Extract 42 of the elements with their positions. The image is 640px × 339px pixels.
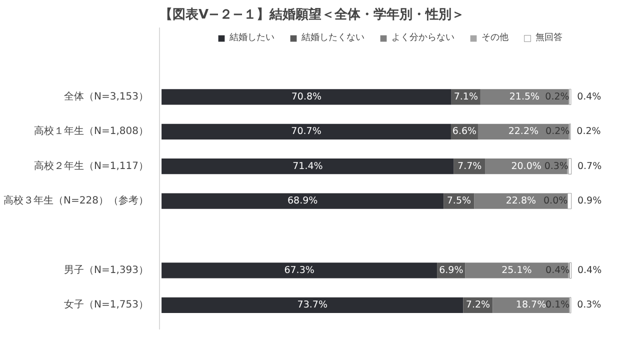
data-label: 0.2% — [576, 126, 601, 138]
y-tick-label: 高校３年生（N=228）（参考） — [4, 194, 149, 207]
legend-label: よく分からない — [392, 32, 454, 44]
data-label: 70.8% — [291, 91, 322, 102]
legend-label: 結婚したい — [230, 32, 274, 44]
y-tick-label: 高校２年生（N=1,117） — [34, 160, 149, 172]
data-label: 7.7% — [458, 160, 482, 172]
data-label: 25.1% — [502, 264, 532, 276]
data-label: 71.4% — [292, 160, 323, 172]
data-label: 0.9% — [577, 196, 602, 207]
data-label: 0.4% — [546, 264, 570, 276]
data-label: 7.2% — [466, 300, 490, 311]
data-label: 0.4% — [577, 91, 602, 102]
data-label: 20.0% — [511, 160, 542, 172]
data-label: 0.0% — [544, 196, 568, 207]
data-label: 0.4% — [577, 264, 602, 276]
legend-label: その他 — [482, 32, 508, 44]
data-label: 22.2% — [508, 126, 539, 138]
data-label: 0.7% — [577, 160, 602, 172]
legend-label: 結婚したくない — [302, 32, 364, 44]
y-tick-label: 男子（N=1,393） — [64, 264, 149, 276]
data-label: 18.7% — [516, 300, 546, 311]
data-label: 7.1% — [454, 91, 478, 102]
data-label: 70.7% — [291, 126, 322, 138]
data-label: 73.7% — [297, 300, 328, 311]
data-label: 21.5% — [509, 91, 540, 102]
data-label: 6.6% — [452, 126, 477, 138]
data-label: 0.2% — [545, 91, 570, 102]
data-label: 6.9% — [439, 264, 464, 276]
data-label: 0.3% — [544, 160, 568, 172]
y-tick-label: 高校１年生（N=1,808） — [34, 125, 149, 138]
data-label: 0.3% — [577, 300, 602, 311]
chart-title: 【図表Ⅴ−２−１】結婚願望＜全体・学年別・性別＞ — [160, 6, 464, 22]
data-label: 22.8% — [506, 196, 536, 207]
data-label: 7.5% — [446, 196, 472, 207]
legend-label: 無回答 — [536, 32, 562, 44]
data-label: 68.9% — [287, 196, 318, 207]
data-label: 0.1% — [546, 300, 570, 311]
data-label: 0.2% — [546, 126, 570, 138]
data-label: 67.3% — [284, 264, 314, 276]
y-tick-label: 全体（N=3,153） — [64, 90, 149, 102]
y-tick-label: 女子（N=1,753） — [64, 298, 149, 311]
